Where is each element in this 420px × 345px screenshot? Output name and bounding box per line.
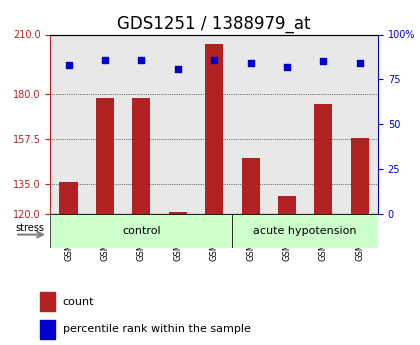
Bar (314, 104, 333, 214)
Bar (305, 34, 341, 214)
Point (284, 64, 290, 70)
Point (211, 57, 218, 62)
Bar (232, 34, 269, 214)
Bar (278, 196, 296, 214)
Bar (40, 320, 55, 339)
FancyBboxPatch shape (232, 214, 378, 248)
Point (357, 60, 363, 66)
Point (320, 59, 327, 64)
Point (174, 66, 181, 71)
Bar (160, 34, 196, 214)
Bar (269, 34, 305, 214)
Text: percentile rank within the sample: percentile rank within the sample (63, 325, 250, 334)
FancyBboxPatch shape (50, 214, 232, 248)
Bar (60, 182, 78, 214)
Bar (169, 212, 187, 214)
Bar (96, 98, 114, 214)
Bar (196, 34, 232, 214)
Bar (87, 34, 123, 214)
Text: stress: stress (15, 223, 44, 233)
Text: control: control (122, 226, 161, 236)
Title: GDS1251 / 1388979_at: GDS1251 / 1388979_at (118, 15, 311, 33)
Bar (241, 158, 260, 214)
Text: count: count (63, 297, 94, 306)
Bar (40, 292, 55, 311)
Bar (123, 34, 160, 214)
Bar (132, 98, 150, 214)
Text: acute hypotension: acute hypotension (253, 226, 357, 236)
Point (247, 60, 254, 66)
Bar (341, 34, 378, 214)
Bar (50, 34, 87, 214)
Point (65, 62, 72, 68)
Bar (205, 45, 223, 214)
Point (138, 57, 145, 62)
Bar (351, 138, 369, 214)
Point (102, 57, 108, 62)
